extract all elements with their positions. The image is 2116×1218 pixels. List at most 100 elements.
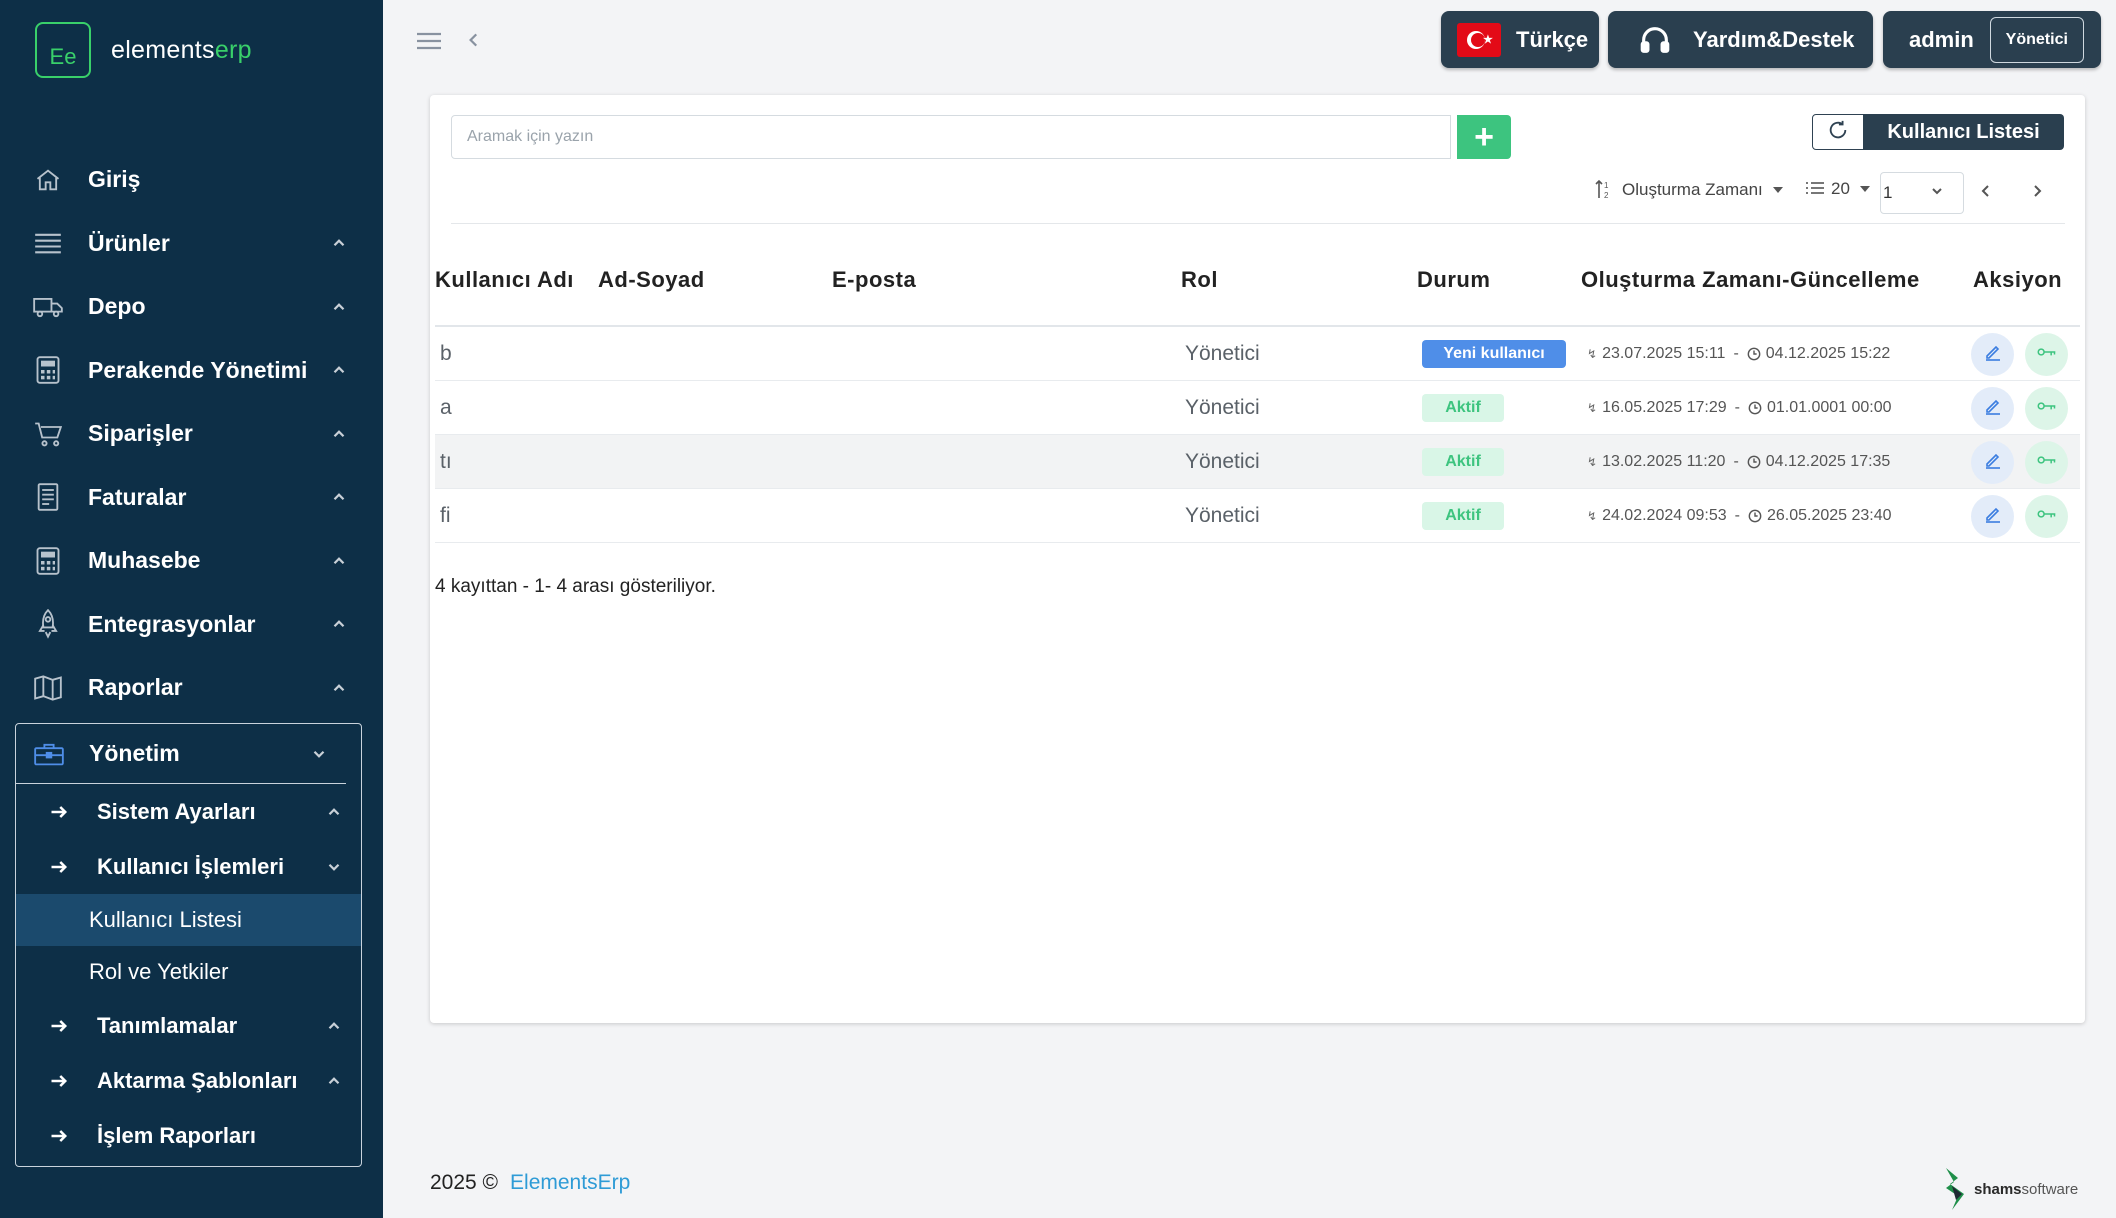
sidebar-sub-label: Aktarma Şablonları: [97, 1067, 298, 1093]
sidebar-sub-kullanici-islemleri[interactable]: Kullanıcı İşlemleri: [16, 839, 361, 894]
cell-role: Yönetici: [1185, 450, 1260, 473]
header-username[interactable]: Kullanıcı Adı: [435, 267, 574, 292]
sidebar-item-yonetim[interactable]: Yönetim: [16, 724, 346, 784]
password-button[interactable]: [2025, 387, 2068, 430]
sidebar-item-depo[interactable]: Depo: [0, 275, 383, 339]
header-dates[interactable]: Oluşturma Zamanı-Güncelleme: [1581, 267, 1920, 292]
vendor-name: shamssoftware: [1974, 1181, 2078, 1198]
refresh-button[interactable]: [1812, 114, 1864, 150]
vendor-logo[interactable]: shamssoftware: [1940, 1166, 2078, 1212]
sidebar-leaf-kullanici-listesi[interactable]: Kullanıcı Listesi: [16, 894, 361, 946]
svg-text:1: 1: [1604, 181, 1609, 190]
table-row[interactable]: tı Yönetici Aktif ↯ 13.02.2025 11:20 - 0…: [435, 435, 2080, 489]
help-support-button[interactable]: Yardım&Destek: [1608, 11, 1873, 68]
page-size-value: 20: [1831, 179, 1850, 198]
sidebar-leaf-rol-ve-yetkiler[interactable]: Rol ve Yetkiler: [89, 959, 229, 984]
page-select[interactable]: 1: [1880, 172, 1964, 214]
next-page-button[interactable]: [2029, 183, 2045, 199]
chevron-up-icon: [330, 298, 348, 316]
sidebar-item-raporlar[interactable]: Raporlar: [0, 656, 383, 720]
header-fullname[interactable]: Ad-Soyad: [598, 267, 705, 292]
table-summary: 4 kayıttan - 1- 4 arası gösteriliyor.: [435, 576, 716, 597]
add-user-button[interactable]: +: [1457, 115, 1511, 159]
chevron-up-icon: [330, 234, 348, 252]
header-actions: Aksiyon: [1973, 267, 2063, 292]
updated-date: 01.01.0001 00:00: [1766, 399, 1892, 416]
logo-text: elementserp: [111, 36, 252, 65]
user-menu-button[interactable]: admin Yönetici: [1883, 11, 2101, 68]
sidebar-sub-sistem-ayarlari[interactable]: Sistem Ayarları: [16, 784, 361, 839]
header-status[interactable]: Durum: [1417, 267, 1491, 292]
sidebar-sub-tanimlamalar[interactable]: Tanımlamalar: [16, 998, 361, 1053]
arrow-right-icon: [49, 1016, 69, 1036]
password-button[interactable]: [2025, 333, 2068, 376]
headset-icon: [1638, 23, 1672, 57]
prev-page-button[interactable]: [1978, 183, 1994, 199]
sidebar-item-giris[interactable]: Giriş: [0, 148, 383, 212]
sidebar-item-label: Depo: [88, 293, 146, 320]
sidebar-item-label: Siparişler: [88, 420, 193, 447]
user-list-button[interactable]: Kullanıcı Listesi: [1863, 114, 2064, 150]
svg-text:2: 2: [1604, 191, 1609, 200]
invoice-icon: [33, 482, 63, 512]
created-icon: ↯: [1587, 509, 1598, 523]
sidebar-item-label: Faturalar: [88, 483, 187, 510]
sidebar-sub-islem-raporlari[interactable]: İşlem Raporları: [16, 1108, 361, 1163]
key-icon: [2037, 345, 2057, 364]
sidebar-item-perakende[interactable]: Perakende Yönetimi: [0, 339, 383, 403]
sidebar-item-urunler[interactable]: Ürünler: [0, 212, 383, 276]
footer-brand-link[interactable]: ElementsErp: [510, 1171, 631, 1194]
table-row[interactable]: a Yönetici Aktif ↯ 16.05.2025 17:29 - 01…: [435, 381, 2080, 435]
sidebar-item-siparisler[interactable]: Siparişler: [0, 402, 383, 466]
edit-button[interactable]: [1971, 495, 2014, 538]
home-icon: [33, 165, 63, 195]
page-size-dropdown[interactable]: 20: [1805, 179, 1870, 199]
chevron-down-icon: [1929, 183, 1945, 199]
logo[interactable]: Ee elementserp: [35, 22, 252, 78]
sidebar-sub-aktarma-sablonlari[interactable]: Aktarma Şablonları: [16, 1053, 361, 1108]
cell-dates: ↯ 23.07.2025 15:11 - 04.12.2025 15:22: [1587, 327, 1890, 381]
cell-role: Yönetici: [1185, 396, 1260, 419]
logo-name-accent: erp: [214, 35, 252, 64]
chevron-down-icon: [325, 858, 343, 876]
user-list-card: + Kullanıcı Listesi 12 Oluşturma Zamanı …: [430, 95, 2085, 1023]
search-input[interactable]: [451, 115, 1451, 159]
sidebar-item-entegrasyonlar[interactable]: Entegrasyonlar: [0, 593, 383, 657]
chevron-up-icon: [330, 361, 348, 379]
password-button[interactable]: [2025, 441, 2068, 484]
turkey-flag-icon: ★: [1457, 22, 1501, 57]
clock-icon: [1748, 509, 1762, 523]
language-label: Türkçe: [1516, 26, 1589, 52]
logo-name-main: elements: [111, 35, 215, 64]
hamburger-icon[interactable]: [416, 30, 442, 52]
cell-dates: ↯ 24.02.2024 09:53 - 26.05.2025 23:40: [1587, 489, 1892, 543]
sidebar-item-muhasebe[interactable]: Muhasebe: [0, 529, 383, 593]
password-button[interactable]: [2025, 495, 2068, 538]
table-row[interactable]: fi Yönetici Aktif ↯ 24.02.2024 09:53 - 2…: [435, 489, 2080, 543]
table-row[interactable]: b Yönetici Yeni kullanıcı ↯ 23.07.2025 1…: [435, 327, 2080, 381]
chevron-up-icon: [330, 615, 348, 633]
edit-button[interactable]: [1971, 333, 2014, 376]
sidebar-item-faturalar[interactable]: Faturalar: [0, 466, 383, 530]
edit-button[interactable]: [1971, 387, 2014, 430]
updated-date: 26.05.2025 23:40: [1766, 507, 1892, 524]
cell-dates: ↯ 13.02.2025 11:20 - 04.12.2025 17:35: [1587, 435, 1890, 489]
cell-username: tı: [440, 450, 452, 473]
chevron-up-icon: [325, 803, 343, 821]
created-date: 16.05.2025 17:29: [1602, 399, 1727, 416]
list-icon: [33, 228, 63, 258]
header-role[interactable]: Rol: [1181, 267, 1218, 292]
cart-icon: [33, 419, 63, 449]
vendor-name-light: software: [2021, 1180, 2079, 1198]
sidebar-sub-label: Tanımlamalar: [97, 1012, 238, 1038]
chevron-left-icon[interactable]: [465, 30, 483, 50]
username-label: admin: [1909, 26, 1974, 52]
edit-button[interactable]: [1971, 441, 2014, 484]
caret-down-icon: [1859, 186, 1870, 192]
sidebar-item-label: Ürünler: [88, 229, 170, 256]
language-button[interactable]: ★ Türkçe: [1441, 11, 1599, 68]
chevron-down-icon: [310, 745, 328, 763]
header-email[interactable]: E-posta: [832, 267, 917, 292]
calculator-icon: [33, 355, 63, 385]
